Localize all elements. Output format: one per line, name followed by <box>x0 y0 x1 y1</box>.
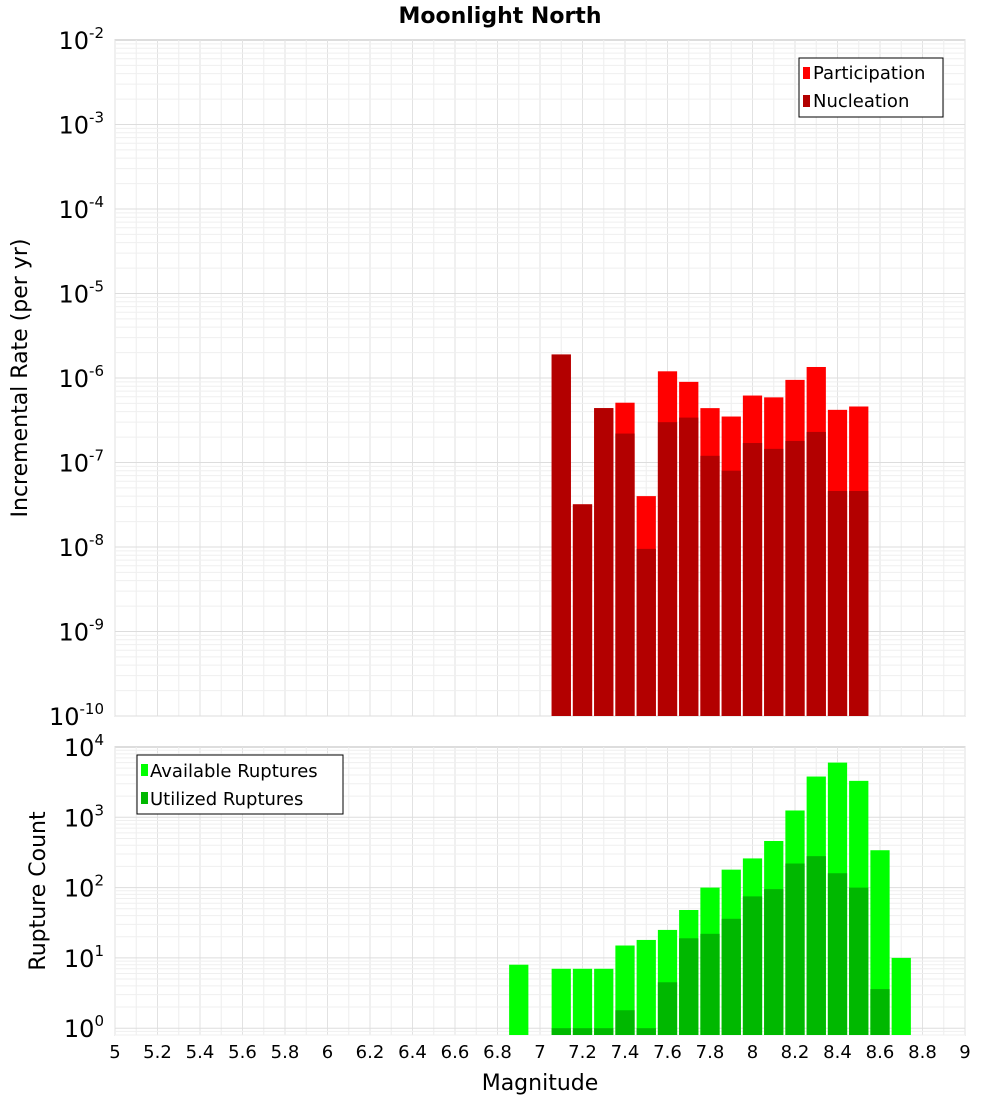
top-bar-nucleation <box>615 433 635 716</box>
x-tick-label: 7 <box>534 1042 545 1063</box>
x-tick-label: 8 <box>747 1042 758 1063</box>
top-y-axis-label: Incremental Rate (per yr) <box>8 239 33 518</box>
legend-label-participation: Participation <box>813 63 925 84</box>
bottom-bar-utilized-ruptures <box>657 982 678 1035</box>
bottom-bar-utilized-ruptures <box>551 1028 571 1035</box>
x-tick-label: 8.8 <box>908 1042 937 1063</box>
x-tick-label: 7.4 <box>611 1042 640 1063</box>
bottom-bar-utilized-ruptures <box>700 933 720 1035</box>
legend-swatch-utilized <box>141 792 148 804</box>
bottom-bars <box>509 762 911 1035</box>
legend-swatch-participation <box>803 67 810 79</box>
bottom-bar-utilized-ruptures <box>679 938 699 1035</box>
x-tick-label: 5.6 <box>228 1042 257 1063</box>
bottom-y-tick-label: 104 <box>64 731 104 762</box>
bottom-y-tick-label: 103 <box>64 801 104 832</box>
bottom-bar-utilized-ruptures <box>806 856 826 1035</box>
x-tick-label: 9 <box>959 1042 970 1063</box>
bottom-bar-utilized-ruptures <box>636 1028 656 1035</box>
bottom-bar-available-ruptures <box>594 968 614 1035</box>
top-bar-nucleation <box>785 440 805 716</box>
bottom-y-tick-label: 100 <box>64 1012 104 1043</box>
top-legend-box <box>798 57 944 118</box>
x-tick-label: 8.2 <box>781 1042 810 1063</box>
top-bar-nucleation <box>827 490 848 716</box>
x-tick-label: 6 <box>322 1042 333 1063</box>
bottom-bar-utilized-ruptures <box>870 989 890 1035</box>
x-tick-label: 8.6 <box>866 1042 895 1063</box>
bottom-bar-utilized-ruptures <box>721 918 741 1035</box>
bottom-y-ticks: 100 101 102 103 104 <box>64 731 104 1043</box>
top-bar-nucleation <box>721 470 741 716</box>
bottom-bar-available-ruptures <box>509 964 529 1035</box>
top-bar-nucleation <box>679 417 699 716</box>
bottom-panel: 100 101 102 103 104 5 5.2 5.4 5.6 5.8 6 6.2 6.4 6.6 6… <box>26 731 971 1096</box>
bottom-bar-utilized-ruptures <box>785 863 805 1035</box>
x-tick-label: 5 <box>109 1042 120 1063</box>
top-y-tick-label: 10-2 <box>58 24 104 55</box>
bottom-bar-utilized-ruptures <box>849 887 869 1035</box>
bottom-legend-box <box>136 754 344 815</box>
top-y-tick-label: 10-4 <box>58 193 104 224</box>
legend-swatch-nucleation <box>803 95 810 107</box>
x-tick-label: 6.2 <box>356 1042 385 1063</box>
top-y-tick-label: 10-3 <box>58 109 104 140</box>
bottom-y-tick-label: 102 <box>64 872 104 903</box>
x-tick-label: 7.6 <box>653 1042 682 1063</box>
top-bars <box>551 354 869 716</box>
bottom-y-axis-label: Rupture Count <box>26 811 51 971</box>
top-bar-nucleation <box>742 443 763 716</box>
top-bar-nucleation <box>806 431 826 716</box>
top-y-tick-label: 10-10 <box>49 700 104 731</box>
top-bar-nucleation <box>657 422 678 716</box>
x-tick-label: 6.4 <box>398 1042 427 1063</box>
top-legend: Participation Nucleation <box>798 57 944 118</box>
legend-label-available: Available Ruptures <box>150 761 318 782</box>
bottom-bar-available-ruptures <box>572 968 593 1035</box>
bottom-bar-available-ruptures <box>551 968 571 1035</box>
x-tick-label: 6.6 <box>441 1042 470 1063</box>
bottom-bar-available-ruptures <box>870 850 890 1035</box>
x-tick-label: 6.8 <box>483 1042 512 1063</box>
x-tick-label: 5.8 <box>271 1042 300 1063</box>
bottom-bar-utilized-ruptures <box>572 1028 593 1035</box>
x-tick-label: 5.2 <box>143 1042 172 1063</box>
legend-label-utilized: Utilized Ruptures <box>150 789 303 810</box>
bottom-bar-available-ruptures <box>636 939 656 1035</box>
top-bar-nucleation <box>849 490 869 716</box>
legend-swatch-available <box>141 764 148 776</box>
top-y-tick-label: 10-9 <box>58 616 104 647</box>
top-y-tick-label: 10-6 <box>58 362 104 393</box>
bottom-legend: Available Ruptures Utilized Ruptures <box>136 754 344 815</box>
top-bar-nucleation <box>700 455 720 716</box>
top-bar-nucleation <box>636 548 656 716</box>
top-panel: 10-10 10-9 10-8 10-7 10-6 10-5 10-4 10-3 10-2 In… <box>8 24 966 731</box>
top-y-tick-label: 10-7 <box>58 447 104 478</box>
x-ticks: 5 5.2 5.4 5.6 5.8 6 6.2 6.4 6.6 6.8 7 7.2 7.4 7.6 7.8 8… <box>109 1042 970 1063</box>
top-bar-nucleation <box>572 504 593 716</box>
bottom-bar-utilized-ruptures <box>742 896 763 1035</box>
top-y-ticks: 10-10 10-9 10-8 10-7 10-6 10-5 10-4 10-3 10-2 <box>49 24 104 731</box>
bottom-bar-utilized-ruptures <box>615 1010 635 1035</box>
bottom-bar-available-ruptures <box>891 957 911 1035</box>
bottom-bar-utilized-ruptures <box>594 1028 614 1035</box>
top-bar-nucleation <box>551 354 571 716</box>
top-y-tick-label: 10-8 <box>58 531 104 562</box>
x-tick-label: 7.8 <box>696 1042 725 1063</box>
top-y-tick-label: 10-5 <box>58 278 104 309</box>
legend-label-nucleation: Nucleation <box>813 91 909 112</box>
top-bar-nucleation <box>764 448 784 716</box>
top-bar-nucleation <box>594 408 614 716</box>
x-tick-label: 5.4 <box>186 1042 215 1063</box>
x-tick-label: 8.4 <box>823 1042 852 1063</box>
bottom-bar-utilized-ruptures <box>764 889 784 1035</box>
bottom-y-tick-label: 101 <box>64 942 104 973</box>
chart-title: Moonlight North <box>398 4 601 29</box>
x-axis-label: Magnitude <box>482 1071 599 1096</box>
x-tick-label: 7.2 <box>568 1042 597 1063</box>
bottom-bar-utilized-ruptures <box>827 873 848 1035</box>
